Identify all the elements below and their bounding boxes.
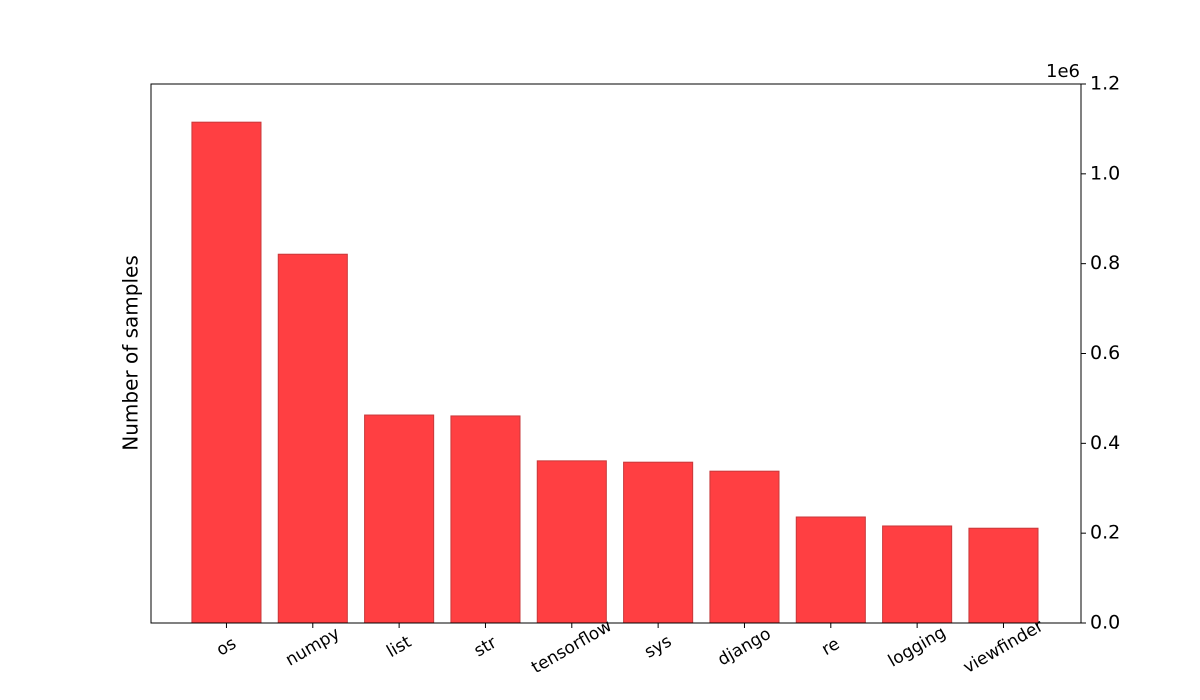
- bar: [450, 415, 521, 624]
- y-tick-label: 0.8: [1090, 252, 1120, 274]
- bar: [709, 470, 780, 624]
- y-tick-label: 0.6: [1090, 342, 1120, 364]
- bar: [968, 527, 1039, 624]
- bar: [364, 414, 435, 624]
- bar: [277, 253, 348, 624]
- x-tick-label: list: [383, 632, 415, 662]
- x-tick-label: os: [213, 633, 240, 660]
- x-tick-label: sys: [641, 631, 675, 662]
- x-tick-label: logging: [885, 623, 950, 672]
- y-tick-label: 0.0: [1090, 612, 1120, 634]
- y-tick-label: 1.0: [1090, 162, 1120, 184]
- y-tick-label: 1.2: [1090, 73, 1120, 95]
- x-tick-label: re: [818, 634, 843, 660]
- y-offset-label: 1e6: [1046, 61, 1080, 82]
- y-tick-label: 0.4: [1090, 432, 1120, 454]
- y-axis-label: Number of samples: [119, 255, 143, 450]
- x-tick-label: numpy: [282, 624, 343, 671]
- bar: [536, 460, 607, 624]
- bar: [795, 516, 866, 624]
- x-tick-label: str: [471, 633, 501, 662]
- plot-frame: [150, 83, 1082, 624]
- bar: [882, 525, 953, 624]
- y-tick-label: 0.2: [1090, 522, 1120, 544]
- bar: [191, 121, 262, 624]
- x-tick-label: django: [714, 624, 774, 670]
- bar: [623, 461, 694, 624]
